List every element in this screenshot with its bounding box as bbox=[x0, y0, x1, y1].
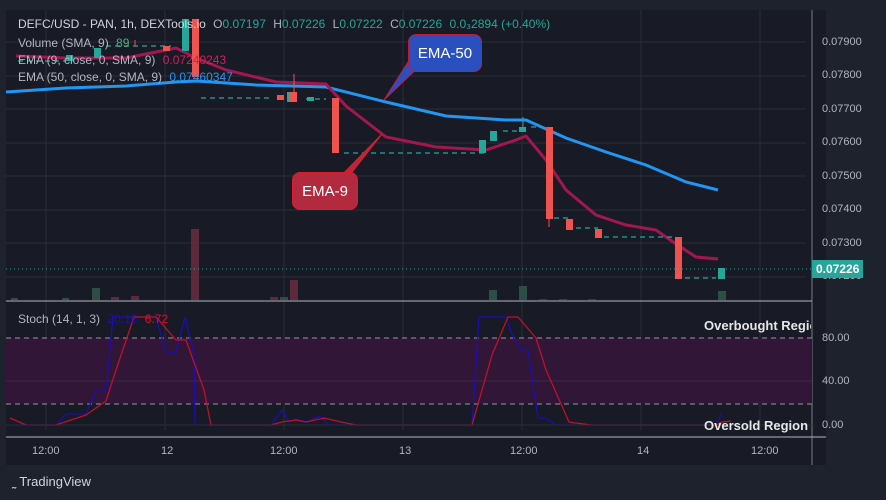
time-tick: 12:00 bbox=[32, 445, 60, 457]
stoch-tick: 40.00 bbox=[822, 375, 850, 387]
time-tick: 12:00 bbox=[270, 445, 298, 457]
ema50-line bbox=[6, 79, 719, 192]
symbol-legend: DEFC/USD - PAN, 1h, DEXTools.io O0.07197… bbox=[18, 17, 554, 31]
tradingview-branding[interactable]: ˷ TradingView bbox=[12, 474, 91, 489]
ema9-label: EMA (9, close, 0, SMA, 9) bbox=[18, 53, 156, 67]
current-price-tag: 0.07226 bbox=[812, 260, 864, 278]
stoch-tick: 0.00 bbox=[822, 419, 844, 431]
high-value: 0.07226 bbox=[281, 17, 326, 31]
close-dash-lines bbox=[18, 45, 716, 279]
ema50-callout: EMA-50 bbox=[408, 34, 482, 72]
stoch-d-line bbox=[9, 316, 732, 426]
price-tick: 0.07900 bbox=[822, 36, 862, 48]
volume-value: 89 bbox=[116, 36, 130, 50]
ema50-legend[interactable]: EMA (50, close, 0, SMA, 9) 0.07460347 bbox=[18, 70, 237, 84]
time-tick: 12 bbox=[161, 445, 174, 457]
close-value: 0.07226 bbox=[398, 17, 443, 31]
ema50-callout-text: EMA-50 bbox=[417, 44, 473, 62]
symbol-title: DEFC/USD - PAN, 1h, DEXTools.io bbox=[18, 17, 206, 31]
volume-bars bbox=[11, 229, 726, 300]
stoch-label: Stoch (14, 1, 3) bbox=[18, 312, 101, 326]
time-tick: 13 bbox=[399, 445, 412, 457]
low-value: 0.07222 bbox=[339, 17, 383, 31]
ema9-callout: EMA-9 bbox=[292, 172, 358, 210]
oversold-label: Oversold Region bbox=[704, 418, 809, 433]
volume-label: Volume (SMA, 9) bbox=[18, 36, 109, 50]
chart-frame[interactable]: DEFC/USD - PAN, 1h, DEXTools.io O0.07197… bbox=[6, 10, 864, 465]
ema9-legend[interactable]: EMA (9, close, 0, SMA, 9) 0.07240243 bbox=[18, 53, 230, 67]
price-tick: 0.07600 bbox=[822, 136, 862, 148]
open-value: 0.07197 bbox=[222, 17, 266, 31]
price-tick: 0.07700 bbox=[822, 103, 862, 115]
candles bbox=[66, 19, 725, 279]
close-label: C bbox=[390, 17, 399, 31]
tradingview-logo-icon: ˷ bbox=[12, 474, 16, 489]
time-tick: 14 bbox=[637, 445, 650, 457]
ema50-label: EMA (50, close, 0, SMA, 9) bbox=[18, 70, 163, 84]
ema9-line bbox=[15, 46, 719, 261]
stoch-band bbox=[6, 338, 812, 404]
stoch-k-value: 20.16 bbox=[107, 312, 138, 326]
price-tick: 0.07500 bbox=[822, 170, 862, 182]
time-tick: 12:00 bbox=[510, 445, 538, 457]
open-label: O bbox=[213, 17, 223, 31]
price-tick: 0.07800 bbox=[822, 69, 862, 81]
change-value: 0.0₃2894 (+0.40%) bbox=[449, 17, 551, 31]
stoch-tick: 80.00 bbox=[822, 332, 850, 344]
price-tick: 0.07400 bbox=[822, 203, 862, 215]
ema50-value: 0.07460347 bbox=[169, 70, 233, 84]
ema9-callout-text: EMA-9 bbox=[302, 182, 348, 200]
time-tick: 12:00 bbox=[751, 445, 779, 457]
tradingview-brand-text: TradingView bbox=[19, 474, 91, 489]
price-tick: 0.07300 bbox=[822, 237, 862, 249]
overbought-label: Overbought Region bbox=[704, 318, 811, 333]
stoch-d-value: 6.72 bbox=[144, 312, 169, 326]
stoch-legend[interactable]: Stoch (14, 1, 3) 20.16 6.72 bbox=[18, 312, 172, 326]
high-label: H bbox=[273, 17, 282, 31]
low-label: L bbox=[332, 17, 340, 31]
volume-legend[interactable]: Volume (SMA, 9) 89 bbox=[18, 36, 133, 50]
ema9-value: 0.07240243 bbox=[162, 53, 227, 67]
